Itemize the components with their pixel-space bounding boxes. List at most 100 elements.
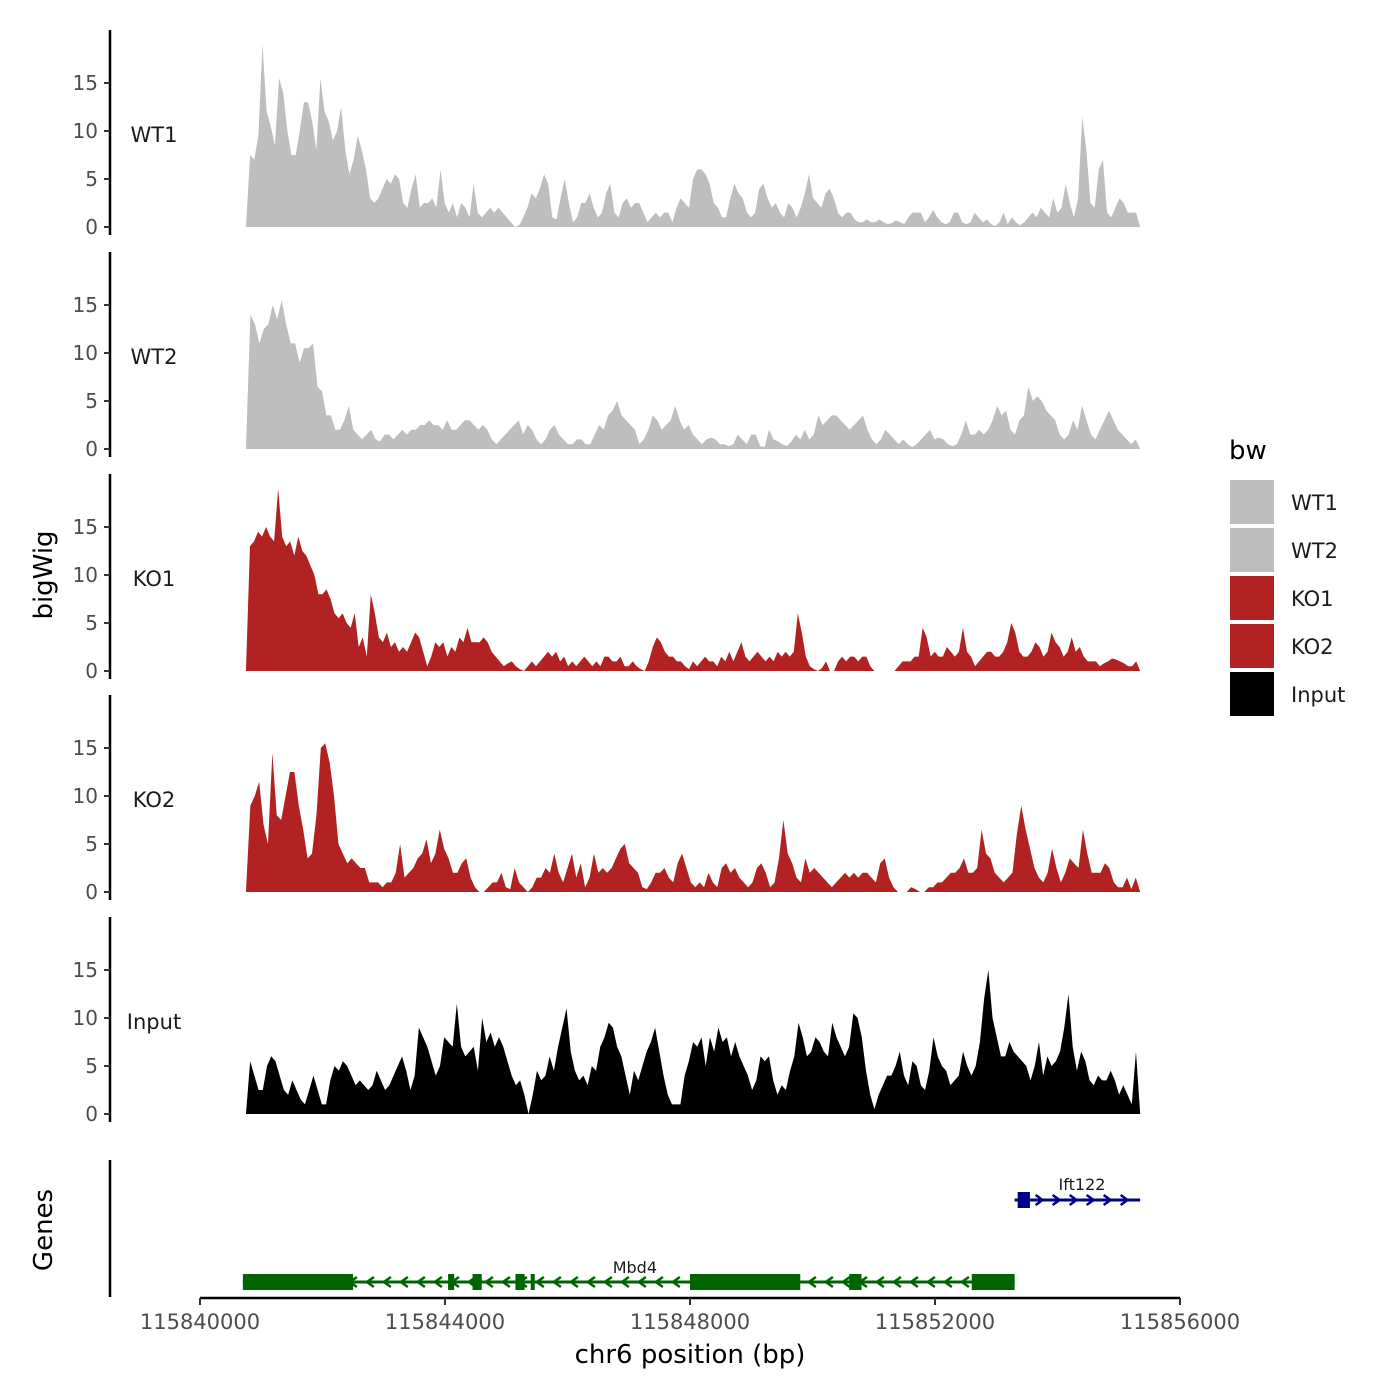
exon <box>515 1274 525 1290</box>
strand-arrow <box>432 1275 443 1289</box>
legend-swatch <box>1230 624 1274 668</box>
strand-arrow <box>1085 1193 1096 1207</box>
strand-arrow <box>415 1275 426 1289</box>
y-tick-label: 15 <box>73 958 98 982</box>
legend-entry-ko1: KO1 <box>1230 576 1334 620</box>
y-tick-label: 0 <box>85 437 98 461</box>
legend-entry-ko2: KO2 <box>1230 624 1334 668</box>
exon <box>849 1274 862 1290</box>
track-input: 0 5 10 15 Input <box>73 917 1141 1126</box>
strand-arrow <box>551 1275 562 1289</box>
gene-label-ift122: Ift122 <box>1059 1175 1106 1194</box>
y-tick-label: 10 <box>73 1006 98 1030</box>
area-ko2 <box>245 743 1141 892</box>
strand-arrow <box>891 1275 902 1289</box>
strand-arrow <box>670 1275 681 1289</box>
track-label-ko1: KO1 <box>133 567 176 591</box>
legend-swatch <box>1230 528 1274 572</box>
track-label-input: Input <box>127 1010 181 1034</box>
strand-arrow <box>823 1275 834 1289</box>
y-tick-label: 5 <box>85 1054 98 1078</box>
strand-arrow <box>381 1275 392 1289</box>
gene-ift122: Ift122 <box>1014 1175 1141 1208</box>
legend-swatch <box>1230 672 1274 716</box>
legend-entry-wt1: WT1 <box>1230 480 1338 524</box>
y-tick-label: 15 <box>73 71 98 95</box>
y-tick-label: 10 <box>73 341 98 365</box>
x-tick-label: 115852000 <box>875 1310 995 1334</box>
y-tick-label: 10 <box>73 563 98 587</box>
x-axis: 115840000 115844000 115848000 115852000 1158… <box>140 1296 1240 1334</box>
genes-panel: Mbd4 Ift122 <box>108 1160 1141 1297</box>
strand-arrow <box>483 1275 494 1289</box>
y-tick-label: 15 <box>73 736 98 760</box>
strand-arrow <box>1119 1193 1130 1207</box>
legend-entry-wt2: WT2 <box>1230 528 1338 572</box>
legend: bw WT1 WT2 KO1 KO2 Input <box>1229 436 1345 716</box>
exon <box>530 1274 535 1290</box>
legend-swatch <box>1230 480 1274 524</box>
strand-arrow <box>636 1275 647 1289</box>
y-tick-label: 5 <box>85 832 98 856</box>
strand-arrow <box>653 1275 664 1289</box>
strand-arrow <box>874 1275 885 1289</box>
area-ko1 <box>245 488 1141 671</box>
x-axis-title: chr6 position (bp) <box>575 1340 806 1370</box>
strand-arrow <box>500 1275 511 1289</box>
y-tick-label: 10 <box>73 119 98 143</box>
area-wt2 <box>245 300 1141 449</box>
x-tick-label: 115848000 <box>630 1310 750 1334</box>
x-tick-label: 115856000 <box>1120 1310 1240 1334</box>
legend-swatch <box>1230 576 1274 620</box>
track-ko1: 0 5 10 15 KO1 <box>73 474 1141 683</box>
strand-arrow <box>1068 1193 1079 1207</box>
exon <box>1017 1192 1030 1208</box>
strand-arrow <box>959 1275 970 1289</box>
exon <box>971 1274 1015 1290</box>
strand-arrow <box>806 1275 817 1289</box>
y-axis-title: bigWig <box>29 530 59 619</box>
y-tick-label: 0 <box>85 659 98 683</box>
legend-label: Input <box>1291 683 1345 707</box>
x-tick-label: 115844000 <box>385 1310 505 1334</box>
gene-label-mbd4: Mbd4 <box>613 1258 657 1277</box>
strand-arrow <box>925 1275 936 1289</box>
y-tick-label: 5 <box>85 611 98 635</box>
legend-title: bw <box>1229 436 1267 466</box>
strand-arrow <box>398 1275 409 1289</box>
track-label-wt2: WT2 <box>131 345 178 369</box>
legend-label: KO2 <box>1291 635 1334 659</box>
legend-label: WT2 <box>1291 539 1338 563</box>
strand-arrow <box>568 1275 579 1289</box>
strand-arrow <box>534 1275 545 1289</box>
x-tick-label: 115840000 <box>140 1310 260 1334</box>
y-tick-label: 5 <box>85 167 98 191</box>
area-input <box>245 970 1141 1114</box>
strand-arrow <box>840 1275 851 1289</box>
y-tick-label: 15 <box>73 515 98 539</box>
strand-arrow <box>1102 1193 1113 1207</box>
strand-arrow <box>364 1275 375 1289</box>
legend-label: KO1 <box>1291 587 1334 611</box>
strand-arrow <box>602 1275 613 1289</box>
y-tick-label: 15 <box>73 293 98 317</box>
area-wt1 <box>245 44 1141 227</box>
y-tick-label: 10 <box>73 784 98 808</box>
legend-entry-input: Input <box>1230 672 1345 716</box>
track-wt1: 0 5 10 15 WT1 <box>73 30 1141 239</box>
y-tick-label: 5 <box>85 389 98 413</box>
track-label-wt1: WT1 <box>131 123 178 147</box>
exon <box>690 1274 801 1290</box>
exon <box>448 1274 455 1290</box>
strand-arrow <box>1034 1193 1045 1207</box>
y-tick-label: 0 <box>85 880 98 904</box>
exon <box>267 1274 354 1290</box>
strand-arrow <box>585 1275 596 1289</box>
legend-label: WT1 <box>1291 491 1338 515</box>
track-wt2: 0 5 10 15 WT2 <box>73 252 1141 461</box>
exon <box>242 1274 274 1290</box>
exon <box>472 1274 482 1290</box>
track-ko2: 0 5 10 15 KO2 <box>73 695 1141 904</box>
gene-mbd4: Mbd4 <box>242 1258 1015 1290</box>
